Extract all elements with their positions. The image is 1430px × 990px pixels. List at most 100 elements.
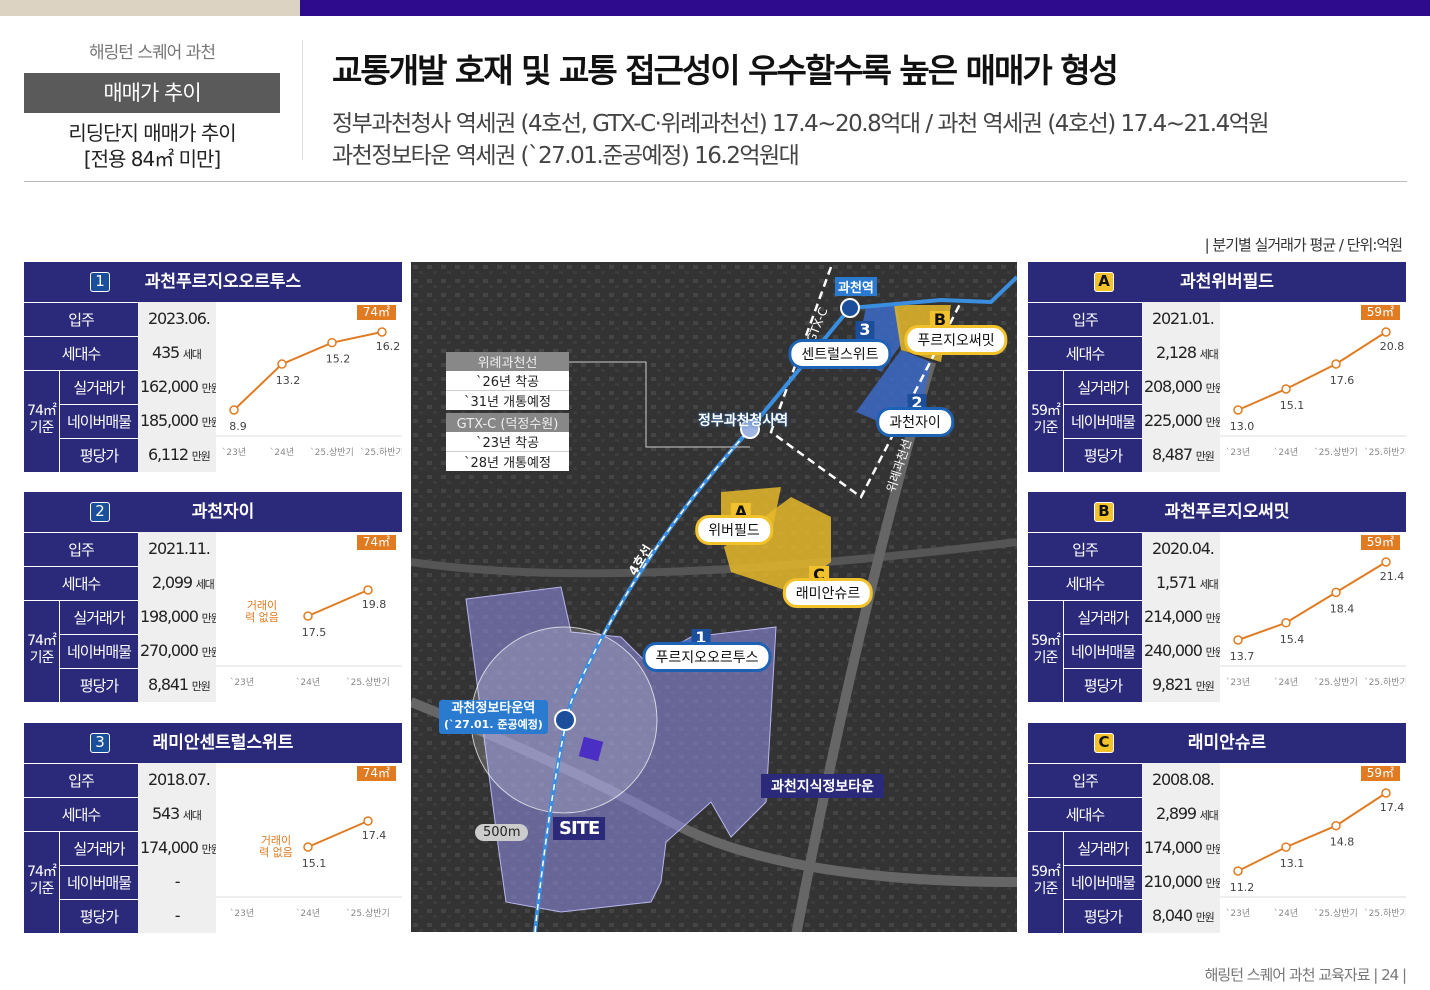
card-header: B 과천푸르지오써밋	[1028, 492, 1406, 532]
area-badge: 59㎡	[1360, 535, 1400, 550]
station-name: 과천정보타운역	[451, 701, 536, 716]
desc-line1: 정부과천청사 역세권 (4호선, GTX-C·위례과천선) 17.4~20.8억…	[332, 111, 1270, 137]
gwacheon-station-icon	[840, 298, 860, 318]
map-complex-label: 푸르지오오르투스	[642, 642, 772, 672]
households-number: 2,899	[1156, 804, 1197, 823]
legend-title: 위례과천선	[446, 352, 569, 371]
price-number: 210,000	[1144, 872, 1203, 891]
price-number: 162,000	[140, 377, 199, 396]
unit: 세대	[1199, 348, 1219, 361]
card-header: C 래미안슈르	[1028, 723, 1406, 763]
price-trend-chart: 59㎡ `23년 13.0 `24년 15.1 `25.상반기 17.6 `25.하반기 20.…	[1220, 302, 1406, 472]
real-price-value: 208,000 만원	[1142, 370, 1225, 404]
series-line	[1237, 561, 1387, 641]
label-naver: 네이버매물	[60, 404, 138, 438]
series-line	[307, 820, 369, 848]
card-header: 2 과천자이	[24, 492, 402, 532]
unit: 만원	[191, 680, 211, 693]
households-value: 2,128 세대	[1142, 336, 1220, 370]
x-tick-label: `24년	[296, 908, 320, 919]
subsection-line2: [전용 84㎡ 미만]	[83, 147, 221, 171]
legend-line: `28년 개통예정	[446, 452, 569, 471]
chart-svg: `23년 13.7 `24년 15.4 `25.상반기 18.4 `25.하반기 21.4	[1220, 557, 1406, 688]
data-point	[277, 359, 287, 369]
data-point	[363, 816, 373, 826]
data-label: 15.4	[1280, 633, 1305, 646]
data-label: 13.0	[1230, 420, 1255, 433]
label-per-pyeong: 평당가	[1064, 668, 1142, 702]
unit: 만원	[201, 843, 221, 856]
card-header: 1 과천푸르지오오르투스	[24, 262, 402, 302]
complex-card: 1 과천푸르지오오르투스 입주 세대수 74㎡ 기준 실거래가 네이버매물 평당가 2023.0…	[24, 262, 402, 472]
price-number: -	[174, 872, 181, 891]
price-number: 208,000	[1144, 377, 1203, 396]
real-price-value: 162,000 만원	[138, 370, 221, 404]
data-point	[1281, 618, 1291, 628]
page-description: 정부과천청사 역세권 (4호선, GTX-C·위례과천선) 17.4~20.8억…	[332, 108, 1270, 172]
complex-name: 과천자이	[191, 502, 255, 522]
divider	[302, 40, 303, 160]
area-basis: 59㎡ 기준	[1028, 370, 1064, 472]
data-point	[1233, 635, 1243, 645]
desc-line2: 과천정보타운 역세권 (`27.01.준공예정) 16.2억원대	[332, 143, 800, 169]
unit: 만원	[1195, 450, 1215, 463]
data-label: 17.5	[302, 626, 327, 639]
legend-line: `26년 착공	[446, 371, 569, 391]
infotown-station-icon	[554, 709, 576, 731]
households-value: 435 세대	[138, 336, 216, 370]
data-label: 15.2	[326, 353, 351, 366]
card-header: A 과천위버필드	[1028, 262, 1406, 302]
area-badge: 74㎡	[356, 766, 396, 781]
label-per-pyeong: 평당가	[60, 668, 138, 702]
price-trend-chart: 74㎡ `23년 8.9 `24년 13.2 `25.상반기 15.2 `25.하반기 16.2	[216, 302, 402, 472]
households-number: 1,571	[1156, 573, 1197, 592]
label-per-pyeong: 평당가	[1064, 899, 1142, 933]
x-tick-label: `23년	[222, 447, 246, 458]
road	[411, 538, 1017, 578]
data-label: 16.2	[376, 340, 401, 353]
data-point	[1331, 820, 1341, 831]
label-households: 세대수	[24, 566, 138, 600]
gwacheon-station-label: 과천역	[835, 277, 877, 296]
price-number: -	[174, 906, 181, 925]
label-per-pyeong: 평당가	[60, 899, 138, 933]
households-value: 543 세대	[138, 797, 216, 831]
unit: 만원	[1205, 843, 1225, 856]
map-complex-label: 래미안슈르	[782, 578, 874, 608]
households-value: 2,099 세대	[138, 566, 216, 600]
naver-value: 185,000 만원	[138, 404, 221, 438]
x-tick-label: `25.상반기	[310, 447, 354, 458]
map-complex-label: 센트럴스위트	[788, 339, 892, 369]
x-tick-label: `25.하반기	[1364, 677, 1406, 688]
unit: 세대	[195, 578, 215, 591]
price-trend-chart: 74㎡ `23년 `24년 17.5 `25.상반기 19.8 거래이력 없음	[216, 532, 402, 702]
unit: 만원	[201, 612, 221, 625]
price-number: 174,000	[1144, 838, 1203, 857]
label-households: 세대수	[1028, 566, 1142, 600]
series-line	[307, 589, 369, 617]
location-map: 위례과천선 `26년 착공 `31년 개통예정 GTX-C (덕정수원) `23…	[411, 262, 1017, 932]
data-point	[1331, 587, 1341, 598]
unit: 만원	[1205, 646, 1225, 659]
complex-name: 과천푸르지오써밋	[1164, 502, 1290, 522]
unit: 만원	[1205, 612, 1225, 625]
area-badge: 59㎡	[1360, 766, 1400, 781]
highway	[791, 360, 936, 932]
price-number: 270,000	[140, 641, 199, 660]
real-price-value: 174,000 만원	[1142, 831, 1225, 865]
data-label: 19.8	[362, 598, 387, 611]
per-pyeong-value: 8,487 만원	[1142, 438, 1220, 472]
real-price-value: 214,000 만원	[1142, 600, 1225, 634]
move-in-value: 2023.06.	[138, 302, 216, 336]
price-number: 174,000	[140, 838, 199, 857]
unit: 만원	[201, 416, 221, 429]
govt-station-icon	[740, 419, 760, 439]
complex-card: A 과천위버필드 입주 세대수 59㎡ 기준 실거래가 네이버매물 평당가 2021.01. 2,…	[1028, 262, 1406, 472]
label-households: 세대수	[24, 797, 138, 831]
footer-page-info: 해링턴 스퀘어 과천 교육자료 | 24 |	[1204, 966, 1407, 984]
unit: 만원	[1205, 877, 1225, 890]
per-pyeong-value: -	[138, 899, 216, 933]
card-header: 3 래미안센트럴스위트	[24, 723, 402, 763]
x-tick-label: `23년	[230, 677, 254, 688]
data-label: 20.8	[1380, 340, 1405, 353]
